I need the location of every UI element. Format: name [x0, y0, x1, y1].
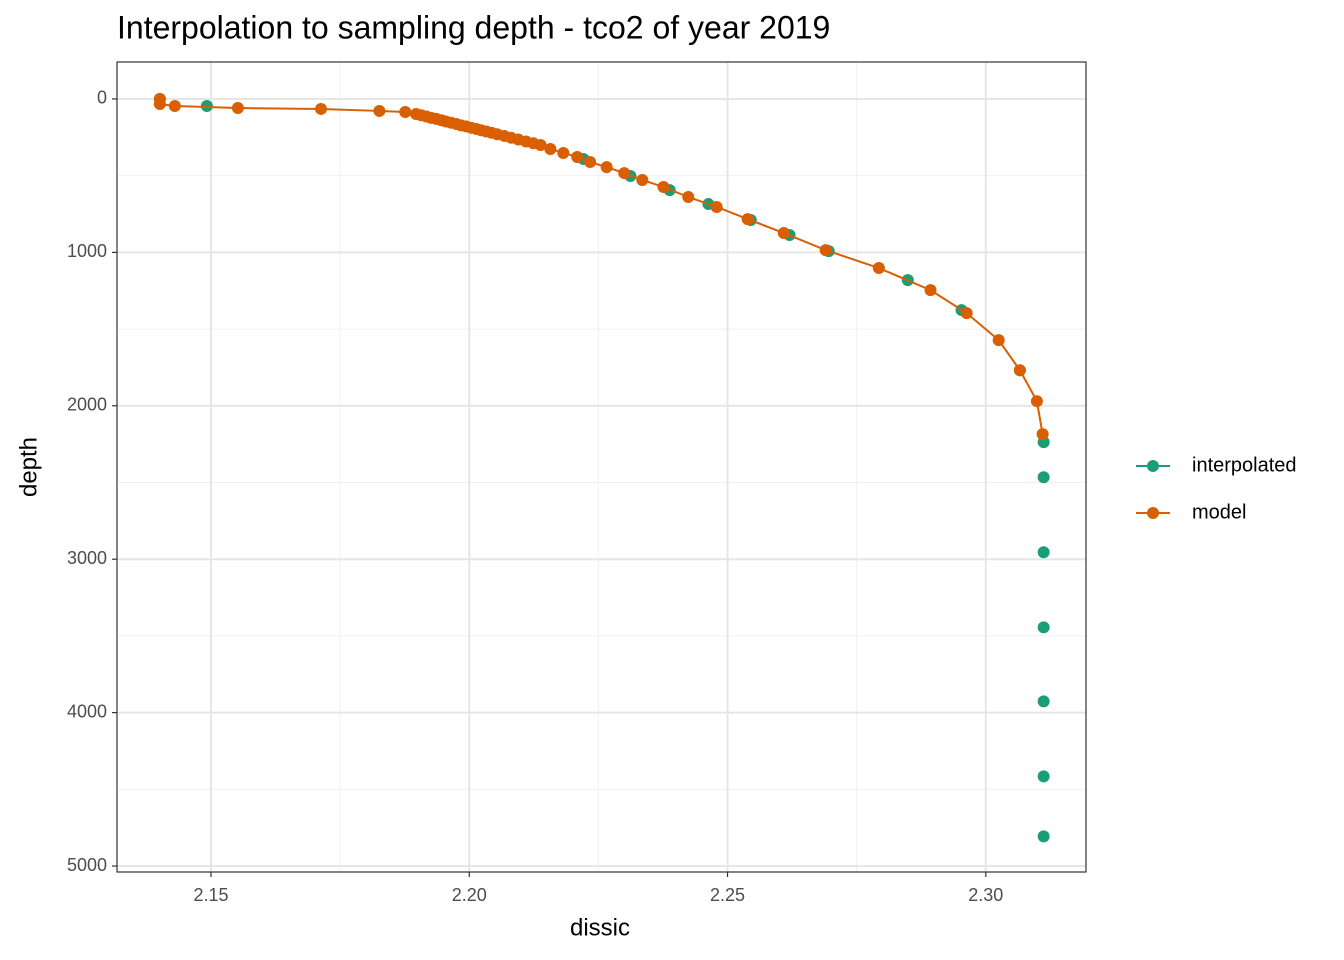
data-point [584, 156, 597, 169]
x-axis-title: dissic [570, 914, 630, 941]
data-point [1013, 364, 1026, 377]
y-axis-title: depth [15, 437, 42, 497]
data-point [200, 100, 213, 113]
data-point [544, 142, 557, 155]
panel-border [116, 61, 1087, 873]
data-point [1037, 830, 1050, 843]
data-point [819, 244, 832, 257]
data-point [1037, 471, 1050, 484]
legend-label: model [1192, 501, 1246, 523]
data-point [657, 181, 670, 194]
data-point [399, 106, 412, 119]
y-tick-label: 3000 [67, 548, 107, 568]
series-line [158, 98, 1044, 435]
x-tick-label: 2.15 [193, 885, 228, 905]
data-point [231, 102, 244, 115]
data-point [992, 334, 1005, 347]
data-point [1037, 770, 1050, 783]
data-point [373, 104, 386, 117]
data-point [1030, 395, 1043, 408]
chart-title: Interpolation to sampling depth - tco2 o… [117, 9, 830, 45]
data-point [153, 98, 166, 111]
x-tick-label: 2.20 [452, 885, 487, 905]
data-point [777, 227, 790, 240]
data-point [534, 138, 547, 151]
y-tick-label: 1000 [67, 241, 107, 261]
data-point [1037, 546, 1050, 559]
x-tick-label: 2.25 [710, 885, 745, 905]
data-point [872, 262, 885, 275]
data-point [1036, 428, 1049, 441]
y-tick-label: 5000 [67, 855, 107, 875]
data-point [600, 161, 613, 174]
legend-key-point [1147, 460, 1159, 472]
data-point [557, 146, 570, 159]
data-point [1037, 695, 1050, 708]
data-point [636, 173, 649, 186]
data-point [682, 191, 695, 203]
legend-key-point [1147, 507, 1159, 519]
legend-label: interpolated [1192, 454, 1297, 476]
x-tick-label: 2.30 [968, 885, 1003, 905]
data-point [168, 100, 181, 113]
data-point [741, 213, 754, 226]
data-point [960, 307, 973, 320]
y-tick-label: 4000 [67, 701, 107, 721]
data-point [571, 150, 584, 163]
y-tick-label: 2000 [67, 395, 107, 415]
data-point [618, 167, 631, 180]
data-point [1037, 621, 1050, 634]
data-point [710, 200, 723, 213]
y-tick-label: 0 [97, 88, 107, 108]
data-point [315, 102, 328, 115]
data-point [924, 284, 937, 297]
